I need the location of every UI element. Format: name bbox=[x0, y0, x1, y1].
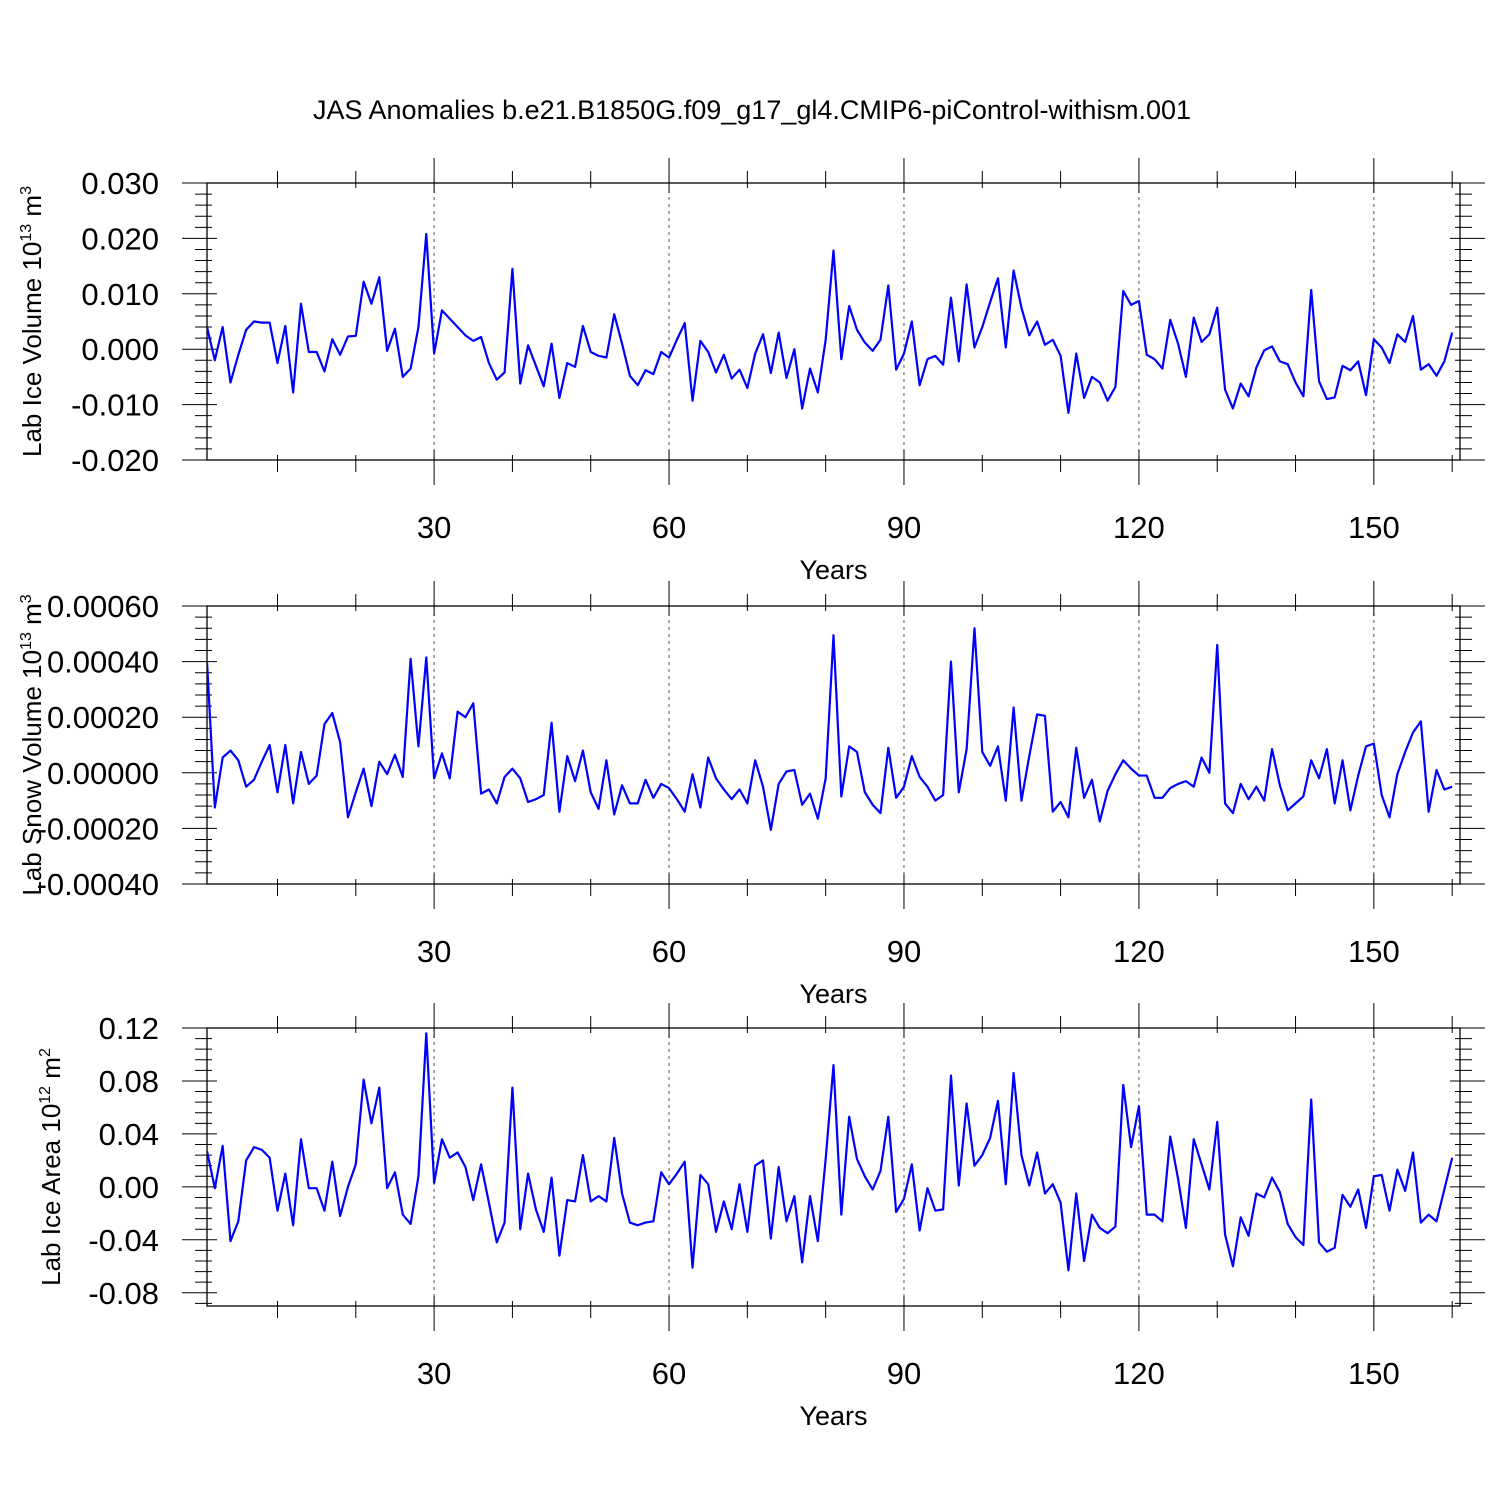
y-tick-label: -0.010 bbox=[71, 388, 159, 423]
data-series-line bbox=[207, 232, 1454, 415]
plot-frame bbox=[206, 605, 1461, 885]
x-tick-label: 30 bbox=[417, 1356, 451, 1391]
y-axis-label-unit-exponent: 3 bbox=[18, 186, 35, 195]
y-axis-label-unit: m bbox=[17, 195, 47, 224]
y-tick-label: 0.08 bbox=[99, 1064, 159, 1099]
x-tick-label: 90 bbox=[887, 1356, 921, 1391]
x-tick-label: 60 bbox=[652, 934, 686, 969]
y-axis-label-exponent: 12 bbox=[37, 1086, 54, 1104]
plot-frame bbox=[206, 182, 1461, 461]
y-axis-label-exponent: 13 bbox=[18, 632, 35, 650]
y-axis-label-unit: m bbox=[36, 1057, 66, 1086]
y-axis-label: Lab Ice Area 1012 m2 bbox=[36, 1048, 66, 1286]
y-tick-label: 0.010 bbox=[81, 277, 159, 312]
x-tick-label: 90 bbox=[887, 510, 921, 545]
x-tick-label: 90 bbox=[887, 934, 921, 969]
y-axis-label-text: Lab Snow Volume 10 bbox=[17, 650, 47, 896]
y-axis-label-unit-exponent: 3 bbox=[18, 594, 35, 603]
y-axis-label-unit-exponent: 2 bbox=[37, 1048, 54, 1057]
x-tick-label: 150 bbox=[1348, 1356, 1400, 1391]
x-tick-label: 120 bbox=[1113, 510, 1165, 545]
y-axis-label: Lab Ice Volume 1013 m3 bbox=[17, 186, 47, 457]
x-tick-label: 150 bbox=[1348, 934, 1400, 969]
y-tick-label: 0.000 bbox=[81, 332, 159, 367]
y-tick-label: -0.020 bbox=[71, 443, 159, 478]
y-tick-label: -0.04 bbox=[88, 1223, 159, 1258]
x-tick-label: 60 bbox=[652, 1356, 686, 1391]
y-tick-label: -0.08 bbox=[88, 1276, 159, 1311]
x-tick-label: 120 bbox=[1113, 934, 1165, 969]
x-axis-label: Years bbox=[799, 979, 867, 1009]
panels: 30 60 90 120 150 Years -0.020 -0.010 0.000 0.010 0… bbox=[17, 158, 1485, 1431]
data-series-line bbox=[207, 627, 1453, 831]
panel-ice-area: 30 60 90 120 150 Years -0.08 -0.04 0.00 0.04 0.08 0… bbox=[36, 1003, 1485, 1431]
x-axis-label: Years bbox=[799, 1401, 867, 1431]
y-tick-label: 0.00040 bbox=[47, 645, 159, 680]
y-tick-label: -0.00020 bbox=[37, 811, 159, 846]
y-axis-label-unit: m bbox=[17, 603, 47, 632]
figure-title: JAS Anomalies b.e21.B1850G.f09_g17_gl4.C… bbox=[313, 95, 1191, 125]
panel-snow-volume: 30 60 90 120 150 Years -0.00040 -0.00020 0.00000… bbox=[17, 581, 1485, 1009]
y-axis-label-text: Lab Ice Area 10 bbox=[36, 1104, 66, 1286]
y-tick-label: 0.00020 bbox=[47, 700, 159, 735]
y-axis-label: Lab Snow Volume 1013 m3 bbox=[17, 594, 47, 895]
x-tick-label: 30 bbox=[417, 510, 451, 545]
panel-ice-volume: 30 60 90 120 150 Years -0.020 -0.010 0.000 0.010 0… bbox=[17, 158, 1485, 585]
y-tick-label: 0.04 bbox=[99, 1117, 159, 1152]
y-tick-label: 0.00000 bbox=[47, 756, 159, 791]
plot-frame bbox=[206, 1027, 1461, 1307]
x-tick-label: 30 bbox=[417, 934, 451, 969]
y-axis-label-text: Lab Ice Volume 10 bbox=[17, 242, 47, 457]
y-tick-label: 0.00 bbox=[99, 1170, 159, 1205]
y-tick-label: 0.020 bbox=[81, 221, 159, 256]
y-tick-label: 0.00060 bbox=[47, 589, 159, 624]
data-series-line bbox=[207, 1032, 1454, 1272]
y-tick-label: 0.12 bbox=[99, 1011, 159, 1046]
x-tick-label: 150 bbox=[1348, 510, 1400, 545]
x-tick-label: 120 bbox=[1113, 1356, 1165, 1391]
y-axis-label-exponent: 13 bbox=[18, 224, 35, 242]
y-tick-label: -0.00040 bbox=[37, 867, 159, 902]
x-axis-label: Years bbox=[799, 555, 867, 585]
y-tick-label: 0.030 bbox=[81, 166, 159, 201]
x-tick-label: 60 bbox=[652, 510, 686, 545]
